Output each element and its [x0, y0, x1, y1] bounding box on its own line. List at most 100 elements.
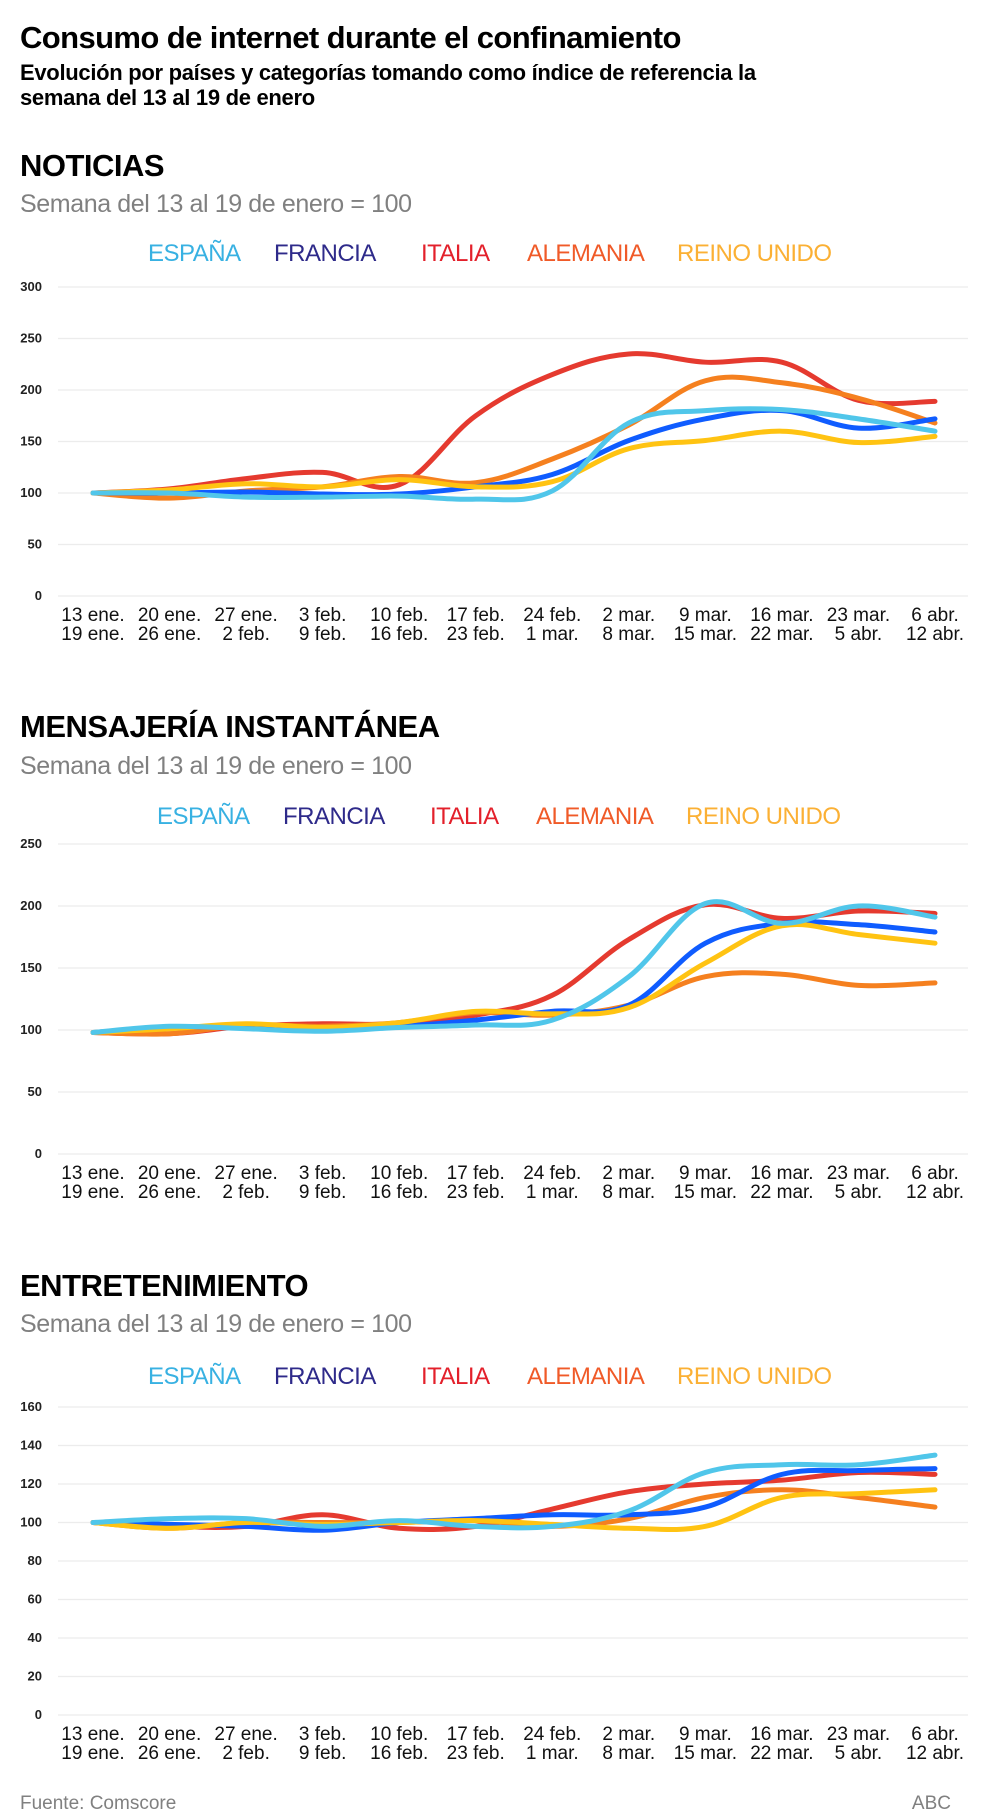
y-tick-label: 150: [20, 434, 42, 449]
x-tick-label: 23 mar.: [827, 1163, 890, 1184]
subtitle-line-1: Evolución por países y categorías tomand…: [20, 60, 756, 85]
legend-item-alemania: ALEMANIA: [527, 240, 645, 267]
chart-1: 0 50 100 150 200 250 13 ene.19 ene. 20 ene.26 e…: [20, 836, 968, 1203]
x-tick-label: 23 feb.: [447, 1743, 505, 1764]
x-tick-label: 8 mar.: [602, 624, 655, 645]
y-tick-label: 100: [20, 485, 42, 500]
y-tick-label: 50: [28, 537, 42, 552]
x-tick-label: 3 feb.: [299, 1163, 347, 1184]
x-tick-label: 9 mar.: [679, 1724, 732, 1745]
series-line-españa: [90, 1452, 938, 1531]
legend-item-reino-unido: REINO UNIDO: [677, 1363, 832, 1390]
series-line-reino-unido: [90, 428, 938, 496]
x-tick-label: 8 mar.: [602, 1743, 655, 1764]
page-subtitle: Evolución por países y categorías tomand…: [20, 60, 756, 110]
series-line-españa: [90, 406, 938, 503]
legend-item-francia: FRANCIA: [283, 803, 385, 830]
x-tick-label: 15 mar.: [674, 1182, 737, 1203]
x-tick-label: 26 ene.: [138, 624, 201, 645]
x-tick-label: 15 mar.: [674, 1743, 737, 1764]
y-tick-label: 20: [28, 1669, 42, 1684]
x-tick-label: 12 abr.: [906, 1182, 964, 1203]
section-subtitle-noticias: Semana del 13 al 19 de enero = 100: [20, 190, 412, 218]
x-tick-label: 24 feb.: [523, 1163, 581, 1184]
x-tick-label: 2 feb.: [222, 1182, 270, 1203]
legend-item-francia: FRANCIA: [274, 1363, 376, 1390]
y-tick-label: 0: [35, 588, 42, 603]
x-tick-label: 5 abr.: [835, 1182, 883, 1203]
y-tick-label: 200: [20, 898, 42, 913]
x-tick-label: 22 mar.: [750, 624, 813, 645]
y-tick-label: 100: [20, 1515, 42, 1530]
legend-item-reino-unido: REINO UNIDO: [677, 240, 832, 267]
legend-item-francia: FRANCIA: [274, 240, 376, 267]
x-tick-label: 9 mar.: [679, 1163, 732, 1184]
y-tick-label: 80: [28, 1553, 42, 1568]
legend-item-italia: ITALIA: [430, 803, 499, 830]
x-tick-label: 16 feb.: [370, 1182, 428, 1203]
legend-item-reino-unido: REINO UNIDO: [686, 803, 841, 830]
y-tick-label: 50: [28, 1084, 42, 1099]
x-tick-label: 13 ene.: [61, 1724, 124, 1745]
y-tick-label: 40: [28, 1630, 42, 1645]
x-tick-label: 1 mar.: [526, 1743, 579, 1764]
x-tick-label: 16 feb.: [370, 624, 428, 645]
legend-item-españa: ESPAÑA: [157, 803, 250, 830]
x-tick-label: 6 abr.: [911, 605, 959, 626]
y-tick-label: 60: [28, 1592, 42, 1607]
section-subtitle-mensajeria: Semana del 13 al 19 de enero = 100: [20, 752, 412, 780]
x-tick-label: 3 feb.: [299, 1724, 347, 1745]
x-tick-label: 8 mar.: [602, 1182, 655, 1203]
x-tick-label: 17 feb.: [447, 1163, 505, 1184]
series-line-italia: [90, 351, 938, 496]
x-tick-label: 13 ene.: [61, 1163, 124, 1184]
x-tick-label: 24 feb.: [523, 1724, 581, 1745]
x-tick-label: 10 feb.: [370, 1163, 428, 1184]
x-tick-label: 12 abr.: [906, 1743, 964, 1764]
x-tick-label: 6 abr.: [911, 1163, 959, 1184]
x-tick-label: 1 mar.: [526, 624, 579, 645]
page-title: Consumo de internet durante el confinami…: [20, 20, 681, 55]
x-tick-label: 12 abr.: [906, 624, 964, 645]
source-note: Fuente: Comscore: [20, 1793, 177, 1814]
y-tick-label: 150: [20, 960, 42, 975]
x-tick-label: 10 feb.: [370, 1724, 428, 1745]
legend-item-italia: ITALIA: [421, 1363, 490, 1390]
x-tick-label: 9 feb.: [299, 1743, 347, 1764]
chart-2: 0 20 40 60 80 100 120 140 160 13 ene.19 ene. 20 en…: [20, 1399, 968, 1764]
x-tick-label: 6 abr.: [911, 1724, 959, 1745]
x-tick-label: 15 mar.: [674, 624, 737, 645]
x-tick-label: 23 mar.: [827, 605, 890, 626]
series-line-reino-unido: [90, 1487, 938, 1533]
y-tick-label: 250: [20, 836, 42, 851]
x-tick-label: 26 ene.: [138, 1182, 201, 1203]
x-tick-label: 2 mar.: [602, 605, 655, 626]
x-tick-label: 16 mar.: [750, 1724, 813, 1745]
section-title-mensajeria: MENSAJERÍA INSTANTÁNEA: [20, 709, 440, 744]
x-tick-label: 20 ene.: [138, 1724, 201, 1745]
x-tick-label: 23 feb.: [447, 1182, 505, 1203]
legend-item-alemania: ALEMANIA: [527, 1363, 645, 1390]
x-tick-label: 3 feb.: [299, 605, 347, 626]
x-tick-label: 22 mar.: [750, 1182, 813, 1203]
y-tick-label: 300: [20, 279, 42, 294]
x-tick-label: 20 ene.: [138, 605, 201, 626]
x-tick-label: 27 ene.: [214, 1724, 277, 1745]
subtitle-line-2: semana del 13 al 19 de enero: [20, 85, 315, 110]
x-tick-label: 16 feb.: [370, 1743, 428, 1764]
y-tick-label: 120: [20, 1476, 42, 1491]
x-tick-label: 9 feb.: [299, 624, 347, 645]
x-tick-label: 16 mar.: [750, 1163, 813, 1184]
y-tick-label: 160: [20, 1399, 42, 1414]
brand-label: ABC: [911, 1793, 951, 1814]
y-tick-label: 250: [20, 331, 42, 346]
x-tick-label: 19 ene.: [61, 1182, 124, 1203]
x-tick-label: 17 feb.: [447, 605, 505, 626]
x-tick-label: 20 ene.: [138, 1163, 201, 1184]
section-title-noticias: NOTICIAS: [20, 148, 165, 183]
x-tick-label: 2 feb.: [222, 624, 270, 645]
legend-item-españa: ESPAÑA: [148, 1363, 241, 1390]
